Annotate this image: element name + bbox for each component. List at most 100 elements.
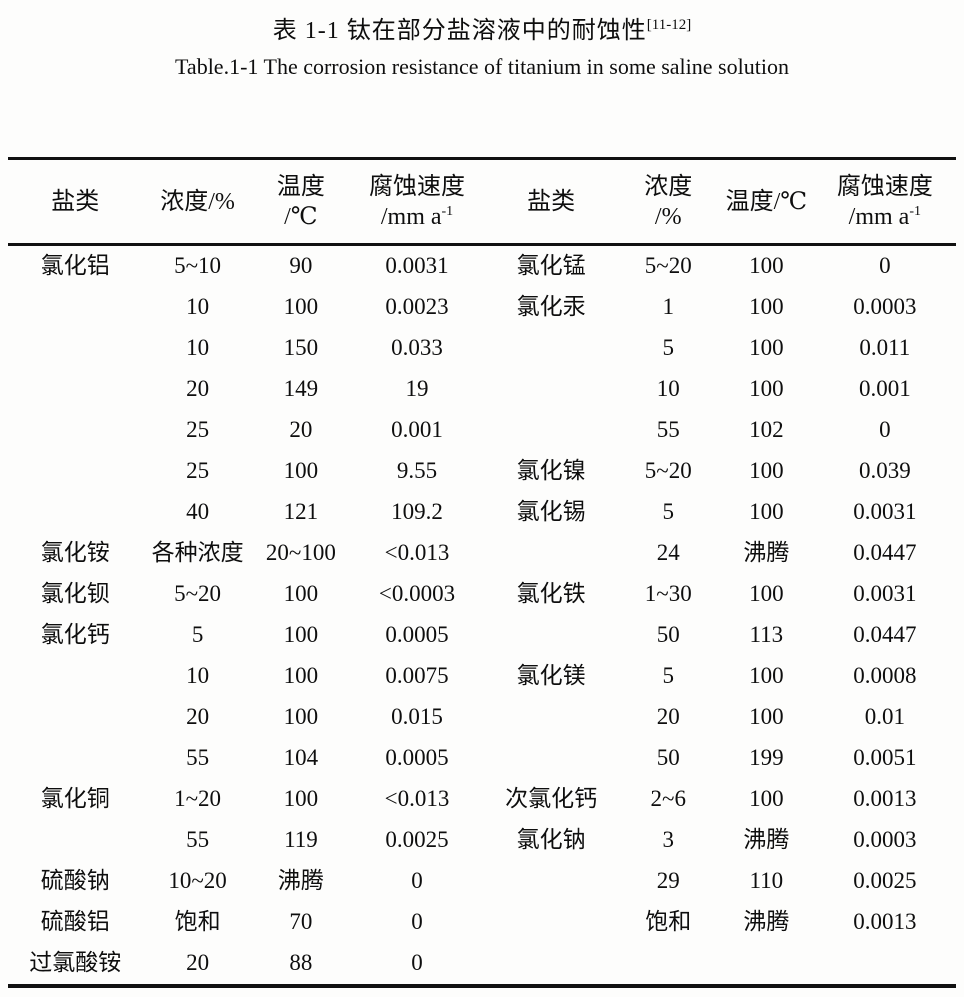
table-header-row: 盐类 浓度/% 温度 /℃ 腐蚀速度 /mm a-1 盐类 浓度 /% 温度/℃… <box>8 160 956 246</box>
table-cell: 100 <box>283 704 319 730</box>
table-cell: 102 <box>749 417 784 443</box>
header-temperature-left: 温度 /℃ <box>253 172 350 232</box>
header-concentration-right-line1: 浓度 <box>644 173 693 200</box>
table-row: 40 121 109.2 氯化锡 5 100 0.0031 <box>8 492 956 533</box>
table-cell: 10 <box>186 663 210 689</box>
table-row: 氯化钡 5~20 100 <0.0003 氯化铁 1~30 100 0.0031 <box>8 574 956 615</box>
table-row: 25 20 0.001 55 102 0 <box>8 410 956 451</box>
table-cell: 100 <box>283 458 319 484</box>
table-cell: 3 <box>662 827 674 853</box>
table-cell: 5 <box>191 622 204 648</box>
table-cell: 55 <box>656 417 680 443</box>
table-cell: 20 <box>186 704 210 730</box>
table-cell: 0.0023 <box>385 294 449 320</box>
table-cell: 0 <box>879 417 891 443</box>
table-cell: 50 <box>656 745 680 771</box>
table-row: 20 100 0.015 20 100 0.01 <box>8 697 956 738</box>
table-cell: 10 <box>656 376 680 402</box>
table-cell: 硫酸铝 <box>40 909 110 935</box>
table-cell: 氯化铁 <box>516 581 586 607</box>
table-cell: 0.0013 <box>853 786 917 812</box>
table-cell: 100 <box>749 335 784 361</box>
table-cell: 0.0075 <box>385 663 449 689</box>
table-cell: 0.0031 <box>385 253 449 279</box>
table-cell: 25 <box>186 417 210 443</box>
header-rate-right-unit: /mm a <box>848 203 910 230</box>
table-title-en: Table.1-1 The corrosion resistance of ti… <box>175 54 789 79</box>
table-cell: 5 <box>662 335 674 361</box>
table-cell: 5 <box>662 663 674 689</box>
table-cell: 0.0031 <box>853 499 917 525</box>
table-cell: 0.0025 <box>385 827 449 853</box>
table-cell: 0 <box>411 868 423 894</box>
table-cell: 25 <box>186 458 210 484</box>
table-cell: 氯化镁 <box>516 663 586 689</box>
table-cell: 次氯化钙 <box>505 786 598 812</box>
table-cell: 0.0005 <box>385 622 449 648</box>
table-cell: 104 <box>283 745 319 771</box>
table-cell: 109.2 <box>391 499 443 525</box>
table-cell: 100 <box>749 499 784 525</box>
table-cell: 119 <box>284 827 318 853</box>
table-row: 10 100 0.0023 氯化汞 1 100 0.0003 <box>8 287 956 328</box>
table-cell: 10~20 <box>168 868 227 894</box>
table-cell: 50 <box>656 622 680 648</box>
table-cell: 29 <box>656 868 680 894</box>
table-cell: <0.0003 <box>378 581 456 607</box>
table-cell: 20~100 <box>265 540 336 566</box>
header-temperature-right: 温度/℃ <box>725 188 808 215</box>
table-row: 氯化钙 5 100 0.0005 50 113 0.0447 <box>8 615 956 656</box>
header-concentration-left: 浓度/% <box>160 188 235 215</box>
table-body: 氯化铝 5~10 90 0.0031 氯化锰 5~20 100 0 10 100 0.0023 氯化汞… <box>8 246 956 984</box>
table-cell: 10 <box>186 335 210 361</box>
table-cell: 20 <box>186 376 210 402</box>
table-row: 过氯酸铵 20 88 0 <box>8 943 956 984</box>
table-cell: 0.0447 <box>853 622 917 648</box>
header-rate-right: 腐蚀速度 /mm a-1 <box>814 172 956 232</box>
table-cell: 氯化锰 <box>516 253 586 279</box>
table-cell: 2~6 <box>650 786 686 812</box>
table-cell: 氯化铜 <box>40 786 110 812</box>
table-cell: 88 <box>289 950 313 976</box>
table-cell: 100 <box>749 786 784 812</box>
table-cell: 40 <box>186 499 210 525</box>
table-cell: 0.015 <box>391 704 443 730</box>
table-cell: 0.039 <box>858 458 911 484</box>
table-cell: 20 <box>289 417 313 443</box>
table-cell: 5 <box>662 499 674 525</box>
citation-reference: [11-12] <box>646 17 692 33</box>
table-cell: 55 <box>186 827 210 853</box>
table-cell: 0.0051 <box>853 745 917 771</box>
table-cell: 氯化铵 <box>40 540 110 566</box>
table-cell: 100 <box>283 294 319 320</box>
table-cell: 100 <box>283 786 319 812</box>
table-cell: 100 <box>283 581 319 607</box>
table-cell: <0.013 <box>384 786 450 812</box>
table-cell: 沸腾 <box>743 909 790 935</box>
table-cell: 氯化钙 <box>40 622 110 648</box>
table-cell: 150 <box>283 335 319 361</box>
table-cell: 氯化铝 <box>40 253 110 279</box>
corrosion-resistance-table: 盐类 浓度/% 温度 /℃ 腐蚀速度 /mm a-1 盐类 浓度 /% 温度/℃… <box>8 157 956 988</box>
table-cell: 5~20 <box>644 253 692 279</box>
table-cell: 100 <box>749 458 784 484</box>
table-title-zh: 表 1-1 钛在部分盐溶液中的耐蚀性[11-12] <box>0 10 964 45</box>
table-cell: 113 <box>749 622 784 648</box>
table-cell: 100 <box>283 622 319 648</box>
header-rate-right-line1: 腐蚀速度 <box>836 173 933 200</box>
table-cell: 氯化汞 <box>516 294 586 320</box>
table-cell: 121 <box>283 499 319 525</box>
table-cell: 各种浓度 <box>151 540 244 566</box>
table-cell: 0.0031 <box>853 581 917 607</box>
table-cell: 199 <box>749 745 784 771</box>
header-rate-left-line1: 腐蚀速度 <box>369 173 466 200</box>
table-cell: 0.0005 <box>385 745 449 771</box>
table-cell: 5~20 <box>644 458 692 484</box>
table-cell: 10 <box>186 294 210 320</box>
header-salt-right: 盐类 <box>527 188 576 215</box>
header-temperature-left-line1: 温度 <box>276 173 325 200</box>
table-cell: 0.01 <box>864 704 905 730</box>
table-cell: 100 <box>749 376 784 402</box>
table-cell: 氯化镍 <box>516 458 586 484</box>
